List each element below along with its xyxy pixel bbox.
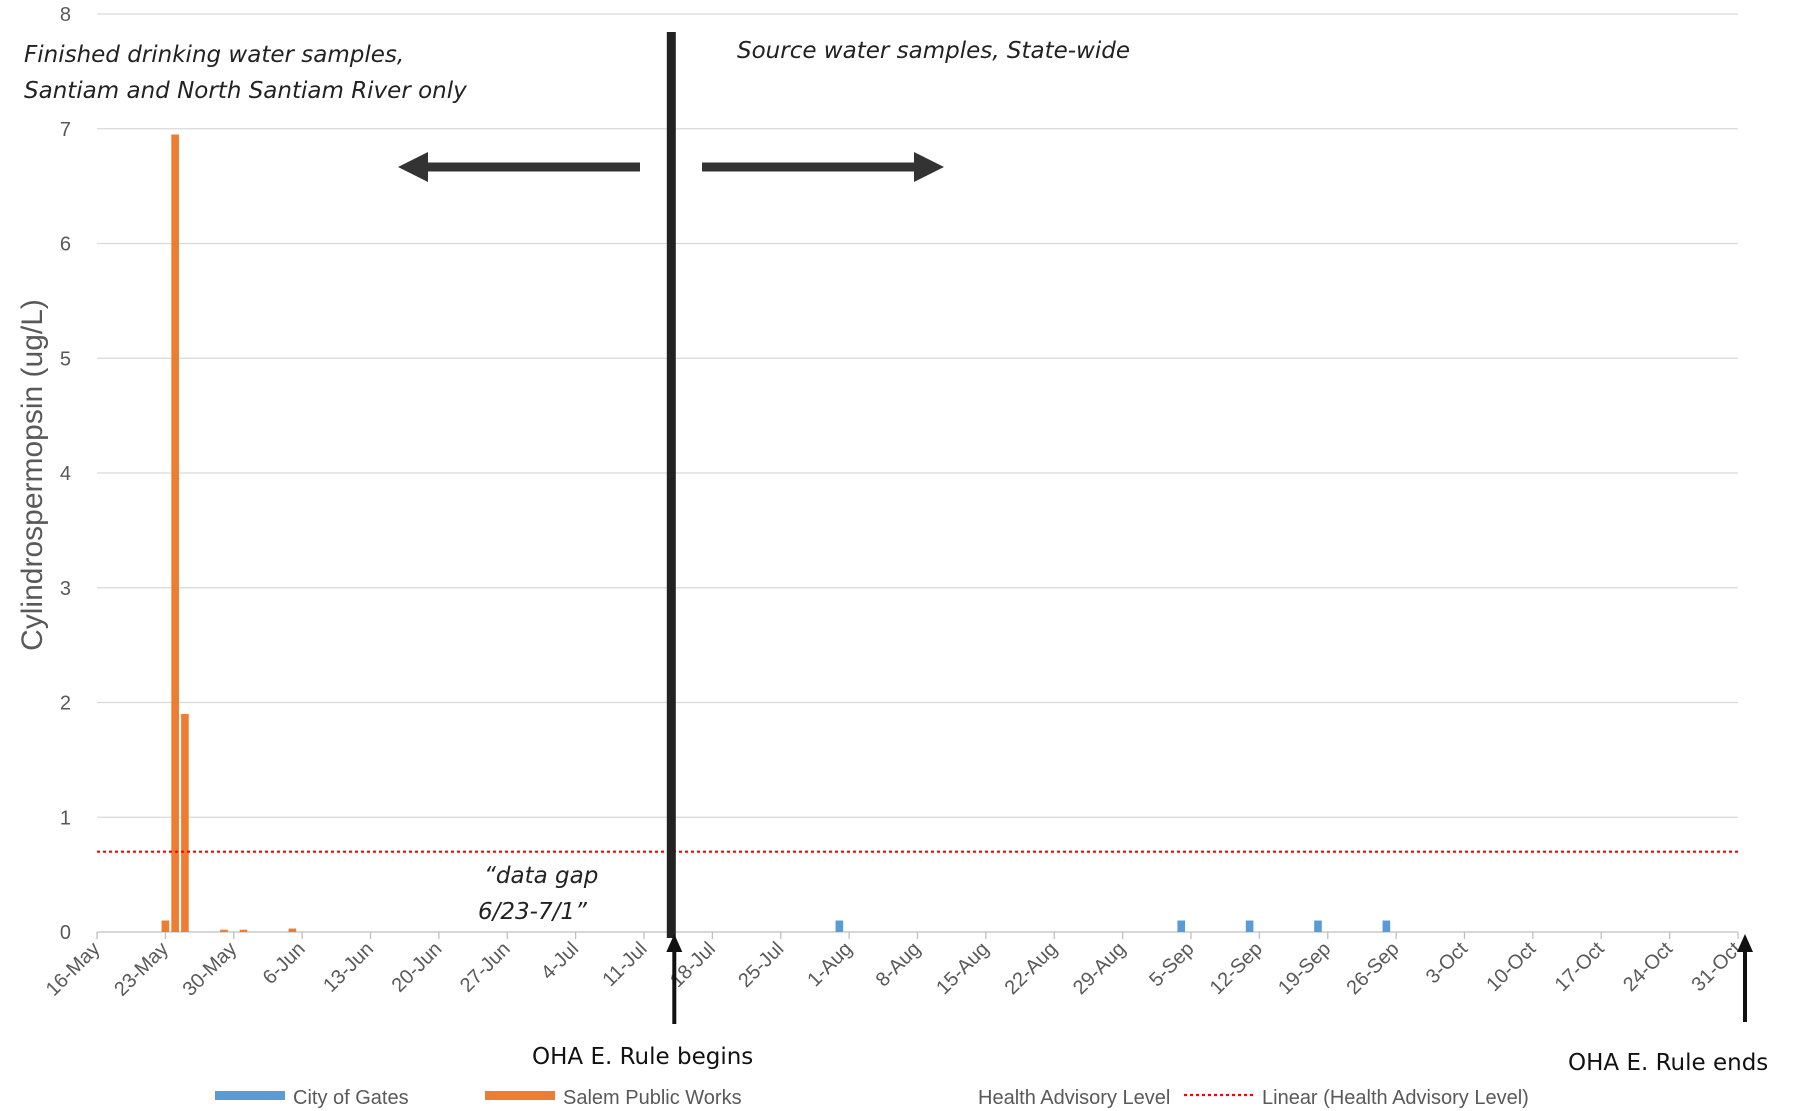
bar [1382,920,1391,932]
x-tick-label: 11-Jul [599,938,652,991]
legend-label: City of Gates [293,1087,409,1109]
x-tick-label: 3-Oct [1422,938,1472,988]
left-arrow-head [398,152,428,182]
rule-ends-arrow-head [1737,934,1753,952]
bar-marks [161,134,1391,933]
bar [288,928,297,932]
x-tick-label: 29-Aug [1069,938,1130,999]
x-tick-label: 6-Jun [259,938,310,989]
x-tick-label: 30-May [179,938,242,1001]
x-tick-label: 20-Jun [388,938,447,997]
rule-ends-label: OHA E. Rule ends [1568,1050,1768,1076]
x-tick-label: 19-Sep [1274,938,1335,999]
bar [181,713,189,932]
x-tick-label: 25-Jul [734,938,788,992]
x-tick-label: 8-Aug [872,938,925,991]
y-tick-label: 2 [60,693,71,715]
x-tick-label: 10-Oct [1482,938,1540,996]
bar [1314,920,1322,932]
legend-label: Health Advisory Level [978,1087,1170,1109]
annotations: Finished drinking water samples, Santiam… [24,38,1768,1076]
right-note: Source water samples, State-wide [737,38,1130,64]
legend-swatch [215,1091,285,1100]
gridlines [97,13,1738,933]
y-tick-label: 8 [60,4,71,26]
legend-label: Linear (Health Advisory Level) [1262,1087,1529,1109]
x-tick-label: 16-May [42,938,105,1001]
y-tick-labels: 0 1 2 3 4 5 6 7 8 [60,4,71,944]
x-tick-label: 24-Oct [1619,938,1677,996]
legend: City of Gates Salem Public Works Health Ad… [215,1087,1529,1109]
x-tick-labels: 16-May 23-May 30-May 6-Jun 13-Jun 20-Jun 27-Ju… [42,932,1746,1001]
arrows [398,32,1753,1024]
bar [1177,920,1186,932]
y-tick-label: 5 [60,348,71,370]
bar [835,920,844,932]
left-note-line2: Santiam and North Santiam River only [24,78,467,104]
y-tick-label: 1 [60,807,71,829]
y-tick-label: 0 [60,922,71,944]
x-tick-label: 15-Aug [932,938,993,999]
y-tick-label: 4 [60,463,71,485]
x-tick-label: 17-Oct [1551,938,1609,996]
bar [161,920,170,932]
x-tick-label: 22-Aug [1001,938,1062,999]
y-tick-label: 7 [60,119,71,141]
data-gap-line2: 6/23-7/1” [478,899,588,925]
left-note-line1: Finished drinking water samples, [24,42,404,68]
y-tick-label: 6 [60,234,71,256]
x-tick-label: 1-Aug [803,938,856,991]
rule-begins-arrow-head [666,934,683,952]
rule-begins-label: OHA E. Rule begins [532,1044,753,1070]
x-tick-label: 12-Sep [1206,938,1267,999]
right-arrow-head [914,152,944,182]
x-tick-label: 31-Oct [1688,938,1746,996]
x-tick-label: 5-Sep [1145,938,1198,991]
x-tick-label: 26-Sep [1342,938,1403,999]
x-tick-label: 23-May [110,938,173,1001]
x-tick-label: 27-Jun [456,938,515,997]
y-tick-label: 3 [60,578,71,600]
x-tick-label: 4-Jul [537,938,583,984]
bar [1245,920,1254,932]
legend-swatch [485,1091,555,1100]
bar [220,929,228,932]
y-axis-label: Cylindrospermopsin (ug/L) [16,299,49,651]
bar [239,929,248,932]
x-tick-label: 13-Jun [319,938,378,997]
legend-label: Salem Public Works [563,1087,742,1109]
data-gap-line1: “data gap [484,863,598,889]
bar [171,134,179,933]
